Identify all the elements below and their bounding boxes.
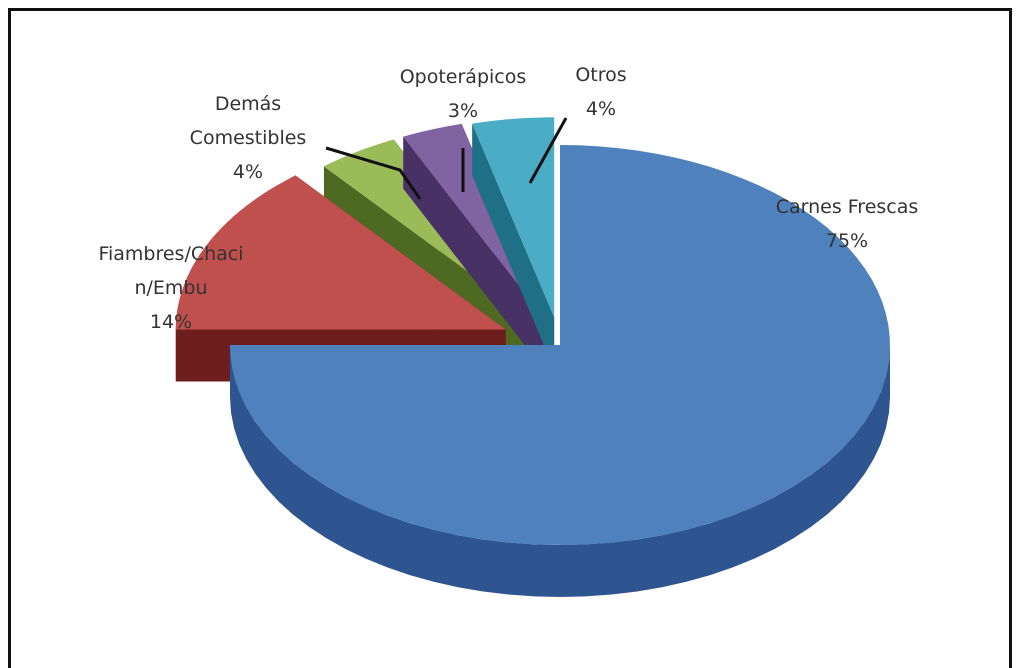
- pie-slice-otros: [472, 117, 555, 370]
- slice-label: Opoterápicos 3%: [400, 66, 527, 122]
- pie-chart: Carnes Frescas 75% Fiambres/Chaci n/Embu 14%…: [98, 64, 918, 597]
- pie-slice-fiambres-chacin-embu: [175, 175, 506, 382]
- slice-label: Fiambres/Chaci n/Embu 14%: [98, 243, 243, 333]
- slice-side: [230, 345, 890, 597]
- leader-lines: [325, 117, 568, 200]
- slice-top: [472, 117, 555, 318]
- slice-label-line: Opoterápicos: [400, 66, 527, 88]
- slice-label-line: 4%: [233, 161, 263, 183]
- slice-label-line: 3%: [448, 100, 478, 122]
- slice-top: [230, 145, 890, 545]
- slice-label-line: Fiambres/Chaci: [98, 243, 243, 265]
- slice-label-line: 4%: [586, 98, 616, 120]
- pie-slice-carnes-frescas: [230, 145, 890, 597]
- chart-frame: [8, 8, 1012, 668]
- slice-labels: Carnes Frescas 75% Fiambres/Chaci n/Embu 14%…: [98, 64, 918, 333]
- slice-label-line: n/Embu: [134, 277, 207, 299]
- slice-label-line: Otros: [575, 64, 626, 86]
- slice-label: Demás Comestibles 4%: [190, 93, 307, 183]
- pie-slices: [175, 117, 890, 597]
- slice-label-line: 14%: [150, 311, 192, 333]
- slice-cut-face: [403, 136, 544, 370]
- leader-line: [325, 146, 422, 200]
- slice-cut-face: [472, 123, 555, 370]
- slice-top: [403, 123, 544, 318]
- slice-label-line: 75%: [826, 230, 868, 252]
- slice-label-line: Carnes Frescas: [776, 196, 919, 218]
- slice-label: Otros 4%: [575, 64, 626, 120]
- leader-line: [528, 117, 568, 184]
- slice-label: Carnes Frescas 75%: [776, 196, 919, 252]
- slice-label-line: Comestibles: [190, 127, 307, 149]
- slice-label-line: Demás: [215, 93, 281, 115]
- slice-top: [175, 175, 506, 330]
